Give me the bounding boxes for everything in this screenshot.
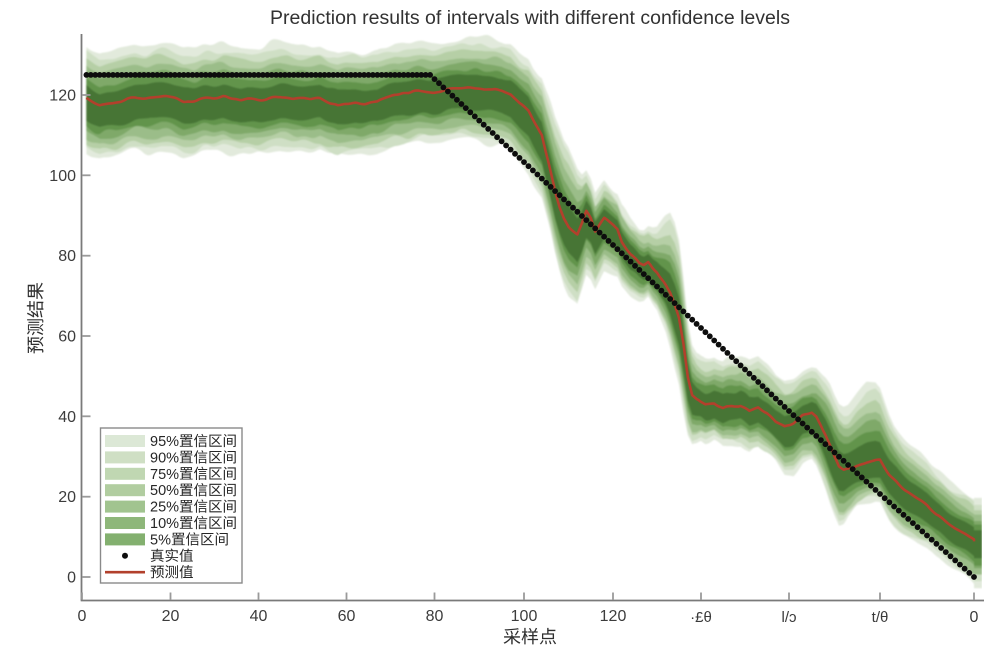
svg-text:5%: 5% — [150, 532, 171, 548]
svg-text:10%: 10% — [150, 516, 179, 532]
svg-text:0: 0 — [67, 570, 76, 587]
svg-text:·£θ: ·£θ — [690, 609, 712, 626]
svg-text:80: 80 — [58, 248, 76, 265]
svg-text:90%: 90% — [150, 450, 179, 466]
svg-text:20: 20 — [162, 608, 180, 625]
svg-text:80: 80 — [426, 608, 444, 625]
svg-text:60: 60 — [338, 608, 356, 625]
svg-text:120: 120 — [600, 608, 627, 625]
svg-text:50%: 50% — [150, 483, 179, 499]
svg-text:t/θ: t/θ — [872, 609, 889, 626]
svg-text:25%: 25% — [150, 500, 179, 516]
svg-text:95%: 95% — [150, 434, 179, 450]
svg-text:60: 60 — [58, 329, 76, 346]
svg-text:75%: 75% — [150, 467, 179, 483]
svg-text:100: 100 — [49, 168, 76, 185]
svg-text:0: 0 — [78, 608, 87, 625]
svg-text:40: 40 — [250, 608, 268, 625]
svg-text:100: 100 — [511, 608, 538, 625]
svg-text:l/ɔ: l/ɔ — [782, 609, 797, 626]
svg-text:40: 40 — [58, 409, 76, 426]
svg-text:0: 0 — [970, 609, 979, 626]
svg-text:20: 20 — [58, 489, 76, 506]
svg-text:Prediction results of interval: Prediction results of intervals with dif… — [270, 7, 790, 29]
svg-text:120: 120 — [49, 88, 76, 105]
